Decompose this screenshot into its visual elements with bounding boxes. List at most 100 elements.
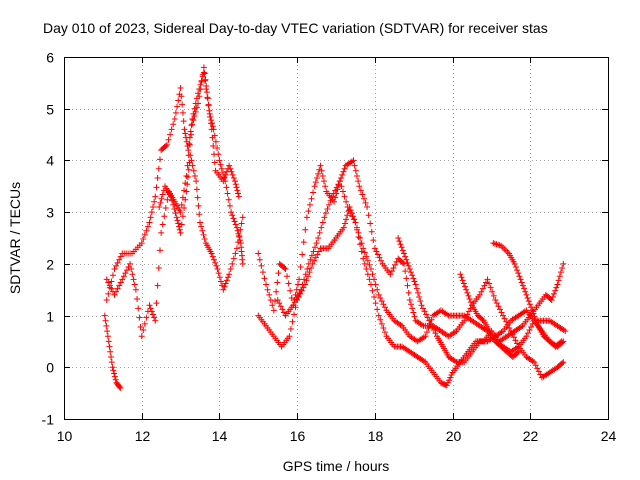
data-point xyxy=(318,224,325,231)
data-point xyxy=(143,314,150,321)
data-point xyxy=(301,276,308,283)
data-point xyxy=(416,293,423,300)
data-point xyxy=(195,100,202,107)
data-point xyxy=(373,248,380,255)
data-point xyxy=(331,198,338,205)
data-point xyxy=(524,330,531,337)
data-point xyxy=(299,281,306,288)
data-point xyxy=(195,90,202,97)
data-point xyxy=(322,210,329,217)
data-point xyxy=(339,188,346,195)
data-point xyxy=(308,252,315,259)
data-point xyxy=(307,256,314,263)
data-point xyxy=(153,184,160,191)
data-point xyxy=(188,122,195,129)
data-point xyxy=(376,254,383,261)
data-point xyxy=(465,308,472,315)
x-tick-label: 20 xyxy=(446,428,462,444)
data-point xyxy=(531,313,538,320)
data-point xyxy=(558,338,565,345)
data-point xyxy=(529,307,536,314)
data-point xyxy=(372,281,379,288)
data-point xyxy=(270,307,277,314)
data-point xyxy=(234,187,241,194)
data-point xyxy=(368,228,375,235)
data-point xyxy=(311,183,318,190)
data-point xyxy=(214,145,221,152)
data-point xyxy=(146,302,153,309)
y-tick-label: -1 xyxy=(42,412,55,428)
data-point xyxy=(479,316,486,323)
data-point xyxy=(308,264,315,271)
data-point xyxy=(271,298,278,305)
data-point xyxy=(304,266,311,273)
data-point xyxy=(528,304,535,311)
data-point xyxy=(223,184,230,191)
data-point xyxy=(208,126,215,133)
data-point xyxy=(289,318,296,325)
data-point xyxy=(512,337,519,344)
data-point xyxy=(172,210,179,217)
data-point xyxy=(446,377,453,384)
data-point xyxy=(181,205,188,212)
data-point xyxy=(552,287,559,294)
data-point xyxy=(177,209,184,216)
data-point xyxy=(296,276,303,283)
data-point xyxy=(187,152,194,159)
data-point xyxy=(156,156,163,163)
data-point xyxy=(230,255,237,262)
data-point xyxy=(137,323,144,330)
data-point xyxy=(231,178,238,185)
data-point xyxy=(330,190,337,197)
data-point xyxy=(479,285,486,292)
data-point xyxy=(212,259,219,266)
data-point xyxy=(210,142,217,149)
data-point xyxy=(429,323,436,330)
data-point xyxy=(144,223,151,230)
y-tick-label: 1 xyxy=(46,309,54,325)
data-point xyxy=(183,172,190,179)
data-point xyxy=(279,306,286,313)
data-point xyxy=(180,118,187,125)
data-point xyxy=(352,219,359,226)
data-point xyxy=(140,236,147,243)
data-point xyxy=(193,186,200,193)
data-point xyxy=(231,218,238,225)
data-point xyxy=(184,173,191,180)
data-point xyxy=(207,120,214,127)
data-point xyxy=(341,220,348,227)
data-point xyxy=(105,279,112,286)
data-point xyxy=(361,249,368,256)
data-point xyxy=(263,281,270,288)
data-point xyxy=(238,220,245,227)
data-point xyxy=(232,250,239,257)
data-point xyxy=(232,221,239,228)
series-track-1 xyxy=(101,312,124,391)
x-tick-label: 12 xyxy=(135,428,151,444)
data-point xyxy=(116,282,123,289)
data-point xyxy=(355,229,362,236)
data-point xyxy=(313,240,320,247)
data-point xyxy=(315,235,322,241)
data-point xyxy=(173,214,180,221)
data-point xyxy=(105,290,112,297)
data-point xyxy=(305,208,312,215)
data-point xyxy=(421,308,428,315)
data-point xyxy=(193,178,200,185)
data-point xyxy=(417,298,424,305)
data-point xyxy=(406,297,413,304)
data-point xyxy=(196,211,203,218)
data-point xyxy=(188,131,195,138)
data-point xyxy=(148,209,155,216)
data-point xyxy=(460,280,467,287)
data-point xyxy=(346,207,353,214)
data-point xyxy=(396,238,403,245)
data-point xyxy=(171,206,178,213)
data-marks xyxy=(101,64,569,391)
data-point xyxy=(203,89,210,96)
x-tick-label: 16 xyxy=(290,428,306,444)
data-point xyxy=(478,288,485,295)
data-point xyxy=(318,167,325,174)
